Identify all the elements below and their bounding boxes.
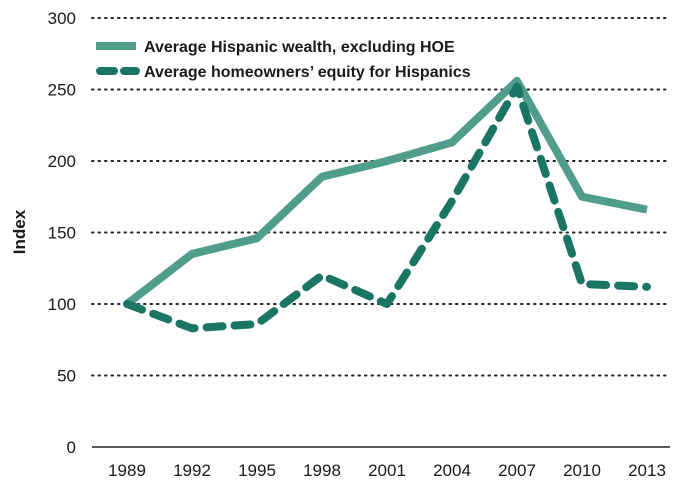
x-tick-label: 2010 bbox=[563, 461, 601, 480]
legend-label: Average Hispanic wealth, excluding HOE bbox=[144, 39, 455, 56]
series-lines bbox=[123, 76, 651, 333]
x-tick-label: 2007 bbox=[498, 461, 536, 480]
y-tick-label: 50 bbox=[57, 367, 76, 386]
y-axis-title: Index bbox=[10, 209, 29, 254]
legend: Average Hispanic wealth, excluding HOE Av… bbox=[96, 39, 471, 81]
series-line-hispanic-wealth bbox=[124, 76, 648, 308]
x-tick-label: 1995 bbox=[238, 461, 276, 480]
y-axis-tick-labels: 0 50 100 150 200 250 300 bbox=[48, 9, 76, 457]
x-axis-tick-labels: 1989 1992 1995 1998 2001 2004 2007 2010 2013 bbox=[108, 461, 666, 480]
y-tick-label: 300 bbox=[48, 9, 76, 28]
y-tick-label: 200 bbox=[48, 152, 76, 171]
x-tick-label: 1992 bbox=[173, 461, 211, 480]
x-tick-label: 2001 bbox=[368, 461, 406, 480]
y-tick-label: 150 bbox=[48, 224, 76, 243]
x-tick-label: 1989 bbox=[108, 461, 146, 480]
x-tick-label: 2013 bbox=[628, 461, 666, 480]
y-tick-label: 100 bbox=[48, 295, 76, 314]
gridlines bbox=[91, 17, 671, 377]
series-line-homeowners-equity bbox=[123, 82, 651, 333]
x-tick-label: 1998 bbox=[303, 461, 341, 480]
x-tick-label: 2004 bbox=[433, 461, 471, 480]
legend-label: Average homeowners’ equity for Hispanics bbox=[144, 64, 471, 81]
y-tick-label: 0 bbox=[67, 438, 76, 457]
y-tick-label: 250 bbox=[48, 81, 76, 100]
